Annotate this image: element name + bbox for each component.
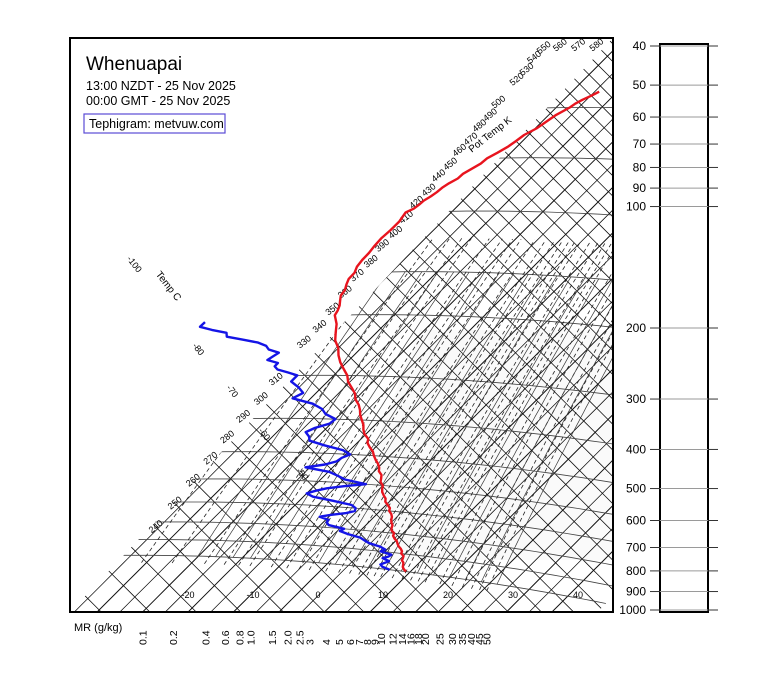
temp-tick-30: 30 [508, 590, 518, 600]
pressure-panel: 40 50 60 70 80 90 100 200 300 400 500 600 700 800 900 1… [619, 39, 718, 617]
mr-tick-30: 30 [447, 633, 459, 645]
temp-tick-40: 40 [573, 590, 583, 600]
header-block: Whenuapai 13:00 NZDT - 25 Nov 2025 00:00… [83, 54, 236, 134]
pressure-tick-label-1000: 1000 [619, 603, 646, 617]
mr-axis-label: MR (g/kg) [74, 622, 122, 634]
mr-tick-14: 14 [397, 633, 409, 645]
gmt-time: 00:00 GMT - 25 Nov 2025 [86, 94, 230, 108]
pressure-tick-group: 40 50 60 70 80 90 100 200 300 400 500 600 700 800 900 1… [619, 39, 718, 617]
pressure-tick-label-50: 50 [633, 78, 647, 92]
pressure-tick-label-200: 200 [626, 321, 646, 335]
mr-tick-50: 50 [481, 633, 493, 645]
pressure-tick-label-800: 800 [626, 564, 646, 578]
plot-frame-overlay [69, 37, 614, 613]
temperature-profile [333, 90, 600, 573]
temp-tick--20: -20 [181, 590, 194, 600]
credit-label: Tephigram: metvuw.com [89, 117, 224, 131]
pressure-tick-label-300: 300 [626, 392, 646, 406]
saturated-adiabat-lines [197, 271, 613, 585]
sounding-traces [198, 90, 600, 573]
credit-box[interactable] [83, 113, 226, 134]
pressure-tick-label-60: 60 [633, 110, 647, 124]
pressure-tick-label-500: 500 [626, 482, 646, 496]
mr-tick-8: 8 [362, 639, 374, 645]
mr-tick-1.0: 1.0 [246, 630, 258, 645]
temp-tick--10: -10 [246, 590, 259, 600]
mr-tick-5: 5 [334, 639, 346, 645]
mr-tick-0.2: 0.2 [168, 630, 180, 645]
mr-tick-0.1: 0.1 [138, 630, 150, 645]
mr-tick-0.4: 0.4 [200, 630, 212, 645]
mr-tick-0.6: 0.6 [220, 630, 232, 645]
mr-tick-3: 3 [305, 639, 317, 645]
pressure-tick-label-900: 900 [626, 585, 646, 599]
mr-tick-40: 40 [466, 633, 478, 645]
mr-tick-10: 10 [376, 633, 388, 645]
mr-tick-12: 12 [387, 633, 399, 645]
mr-tick-35: 35 [457, 633, 469, 645]
temp-tick-10: 10 [378, 590, 388, 600]
mr-tick-9: 9 [369, 639, 381, 645]
mr-tick-0.8: 0.8 [234, 630, 246, 645]
local-time: 13:00 NZDT - 25 Nov 2025 [86, 79, 236, 93]
mr-tick-20: 20 [420, 633, 432, 645]
mr-tick-25: 25 [435, 633, 447, 645]
temp-tick-20: 20 [443, 590, 453, 600]
pressure-tick-label-600: 600 [626, 513, 646, 527]
temp-tick-0: 0 [315, 590, 320, 600]
mr-tick-2.0: 2.0 [282, 630, 294, 645]
mr-tick-16: 16 [406, 633, 418, 645]
dewpoint-profile [198, 321, 393, 571]
pressure-tick-label-80: 80 [633, 160, 647, 174]
mr-tick-18: 18 [413, 633, 425, 645]
mr-tick-7: 7 [354, 639, 366, 645]
pressure-tick-label-400: 400 [626, 442, 646, 456]
mr-tick-45: 45 [474, 633, 486, 645]
pressure-tick-label-700: 700 [626, 541, 646, 555]
pressure-tick-label-40: 40 [633, 39, 647, 53]
pressure-tick-label-70: 70 [633, 137, 647, 151]
pressure-tick-label-90: 90 [633, 181, 647, 195]
mr-tick-4: 4 [321, 639, 333, 645]
mr-tick-6: 6 [345, 639, 357, 645]
pressure-tick-label-100: 100 [626, 200, 646, 214]
mr-tick-1.5: 1.5 [267, 630, 279, 645]
mr-tick-2.5: 2.5 [295, 630, 307, 645]
station-title: Whenuapai [86, 54, 182, 75]
